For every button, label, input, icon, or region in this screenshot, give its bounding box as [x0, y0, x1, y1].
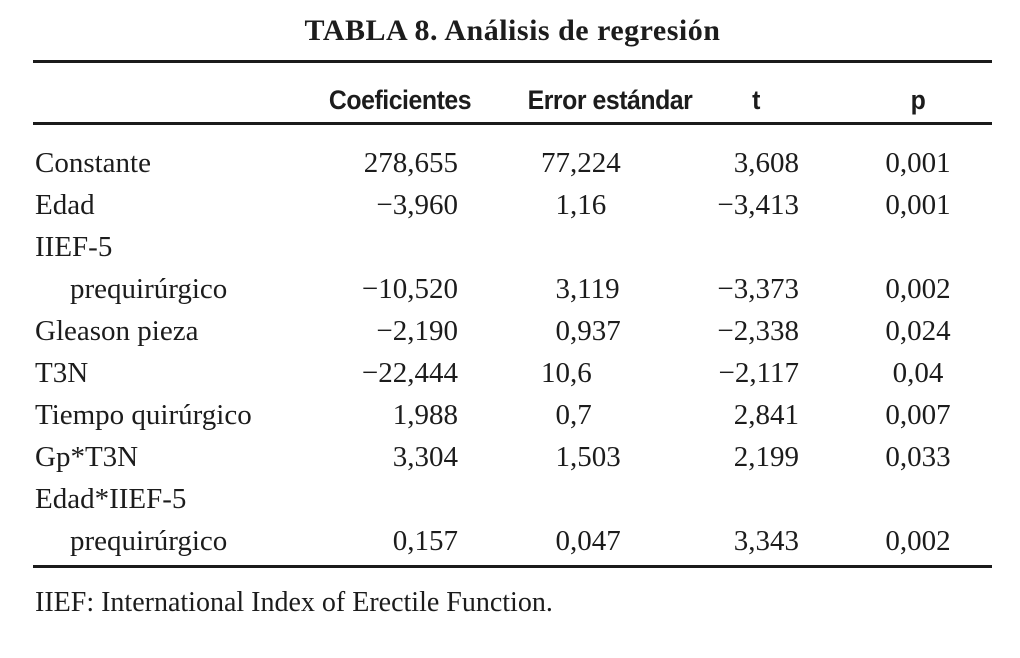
table-row: Constante 278,655 77,224 3,608 0,001 — [35, 142, 992, 184]
table-row: Gleason pieza −2,190 0,937 −2,338 0,024 — [35, 310, 992, 352]
table-row: prequirúrgico 0,157 0,047 3,343 0,002 — [35, 520, 992, 562]
column-header-t: t — [752, 85, 760, 115]
cell-error-estandar: 77,224 — [541, 147, 621, 179]
table-title: TABLA 8. Análisis de regresión — [304, 14, 721, 47]
cell-error-estandar: 0,937 — [555, 315, 621, 347]
cell-p-value: 0,001 — [885, 147, 951, 179]
row-label: prequirúrgico — [70, 525, 228, 557]
cell-coeficiente: 1,988 — [392, 399, 458, 431]
table-row: IIEF-5 — [35, 226, 992, 268]
cell-p-value: 0,002 — [885, 273, 951, 305]
row-label: Edad*IIEF-5 — [35, 483, 187, 515]
cell-t-value: −2,117 — [718, 357, 799, 389]
table-row: Tiempo quirúrgico 1,988 0,7 2,841 0,007 — [35, 394, 992, 436]
table-body: Constante 278,655 77,224 3,608 0,001 Eda… — [35, 142, 992, 562]
cell-p-value: 0,007 — [885, 399, 951, 431]
cell-t-value: −2,338 — [717, 315, 799, 347]
cell-p-value: 0,024 — [885, 315, 951, 347]
cell-t-value: −3,373 — [717, 273, 799, 305]
row-label: Gleason pieza — [35, 315, 199, 347]
cell-p-value: 0,04 — [892, 357, 944, 389]
cell-coeficiente: −22,444 — [361, 357, 458, 389]
column-header-error-estandar: Error estándar — [527, 85, 693, 115]
table-header-row: Coeficientes Error estándar t p — [0, 78, 1020, 122]
column-header-coeficientes: Coeficientes — [328, 85, 472, 115]
cell-coeficiente: −2,190 — [376, 315, 458, 347]
row-label: Gp*T3N — [35, 441, 139, 473]
cell-p-value: 0,002 — [885, 525, 951, 557]
row-label: T3N — [35, 357, 89, 389]
rule-below-header — [33, 122, 992, 125]
cell-t-value: 3,608 — [733, 147, 799, 179]
row-label: IIEF-5 — [35, 231, 113, 263]
cell-t-value: 3,343 — [733, 525, 799, 557]
cell-coeficiente: 0,157 — [392, 525, 458, 557]
rule-top — [33, 60, 992, 63]
row-label: prequirúrgico — [70, 273, 228, 305]
cell-error-estandar: 0,7 — [555, 399, 592, 431]
cell-error-estandar: 1,16 — [555, 189, 607, 221]
table-row: Edad*IIEF-5 — [35, 478, 992, 520]
cell-error-estandar: 10,6 — [541, 357, 592, 389]
row-label: Edad — [35, 189, 95, 221]
table-row: Gp*T3N 3,304 1,503 2,199 0,033 — [35, 436, 992, 478]
cell-t-value: −3,413 — [717, 189, 799, 221]
cell-coeficiente: −3,960 — [376, 189, 458, 221]
cell-p-value: 0,033 — [885, 441, 951, 473]
table-row: Edad −3,960 1,16 −3,413 0,001 — [35, 184, 992, 226]
cell-t-value: 2,199 — [733, 441, 799, 473]
cell-error-estandar: 3,119 — [555, 273, 620, 305]
cell-error-estandar: 1,503 — [555, 441, 621, 473]
cell-error-estandar: 0,047 — [555, 525, 621, 557]
cell-t-value: 2,841 — [733, 399, 799, 431]
table-footnote: IIEF: International Index of Erectile Fu… — [35, 587, 553, 618]
cell-coeficiente: 278,655 — [363, 147, 458, 179]
table-row: T3N −22,444 10,6 −2,117 0,04 — [35, 352, 992, 394]
cell-p-value: 0,001 — [885, 189, 951, 221]
row-label: Tiempo quirúrgico — [35, 399, 252, 431]
row-label: Constante — [35, 147, 151, 179]
cell-coeficiente: 3,304 — [392, 441, 458, 473]
column-header-p: p — [910, 85, 926, 115]
rule-bottom — [33, 565, 992, 568]
table-row: prequirúrgico −10,520 3,119 −3,373 0,002 — [35, 268, 992, 310]
cell-coeficiente: −10,520 — [361, 273, 458, 305]
